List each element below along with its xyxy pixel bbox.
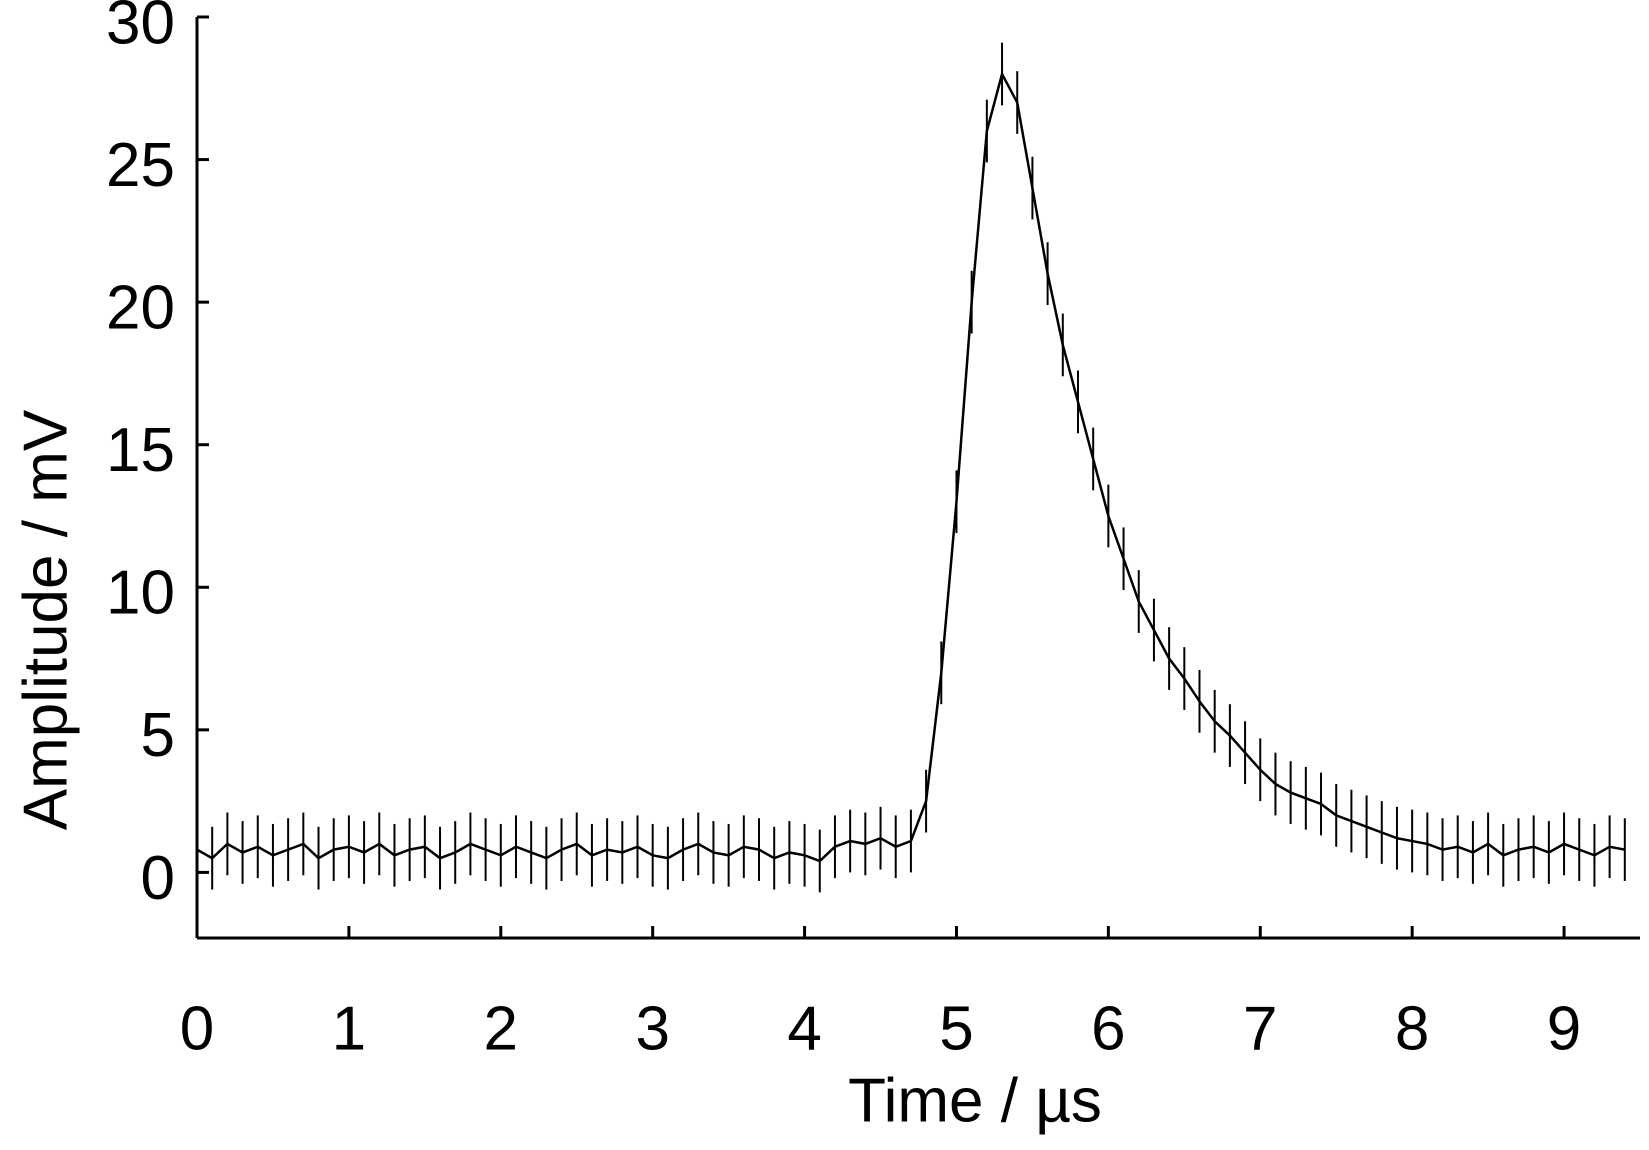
y-tick-label: 15 xyxy=(106,416,175,485)
y-tick-label: 30 xyxy=(106,0,175,57)
data-line xyxy=(196,70,1626,863)
x-axis-label: Time / µs xyxy=(848,1066,1102,1135)
y-tick-label: 0 xyxy=(141,844,175,913)
y-tick-label: 5 xyxy=(141,701,175,770)
y-tick-label: 10 xyxy=(106,559,175,628)
x-tick-label: 9 xyxy=(1547,994,1581,1063)
x-tick-label: 6 xyxy=(1091,994,1125,1063)
x-tick-label: 8 xyxy=(1395,994,1429,1063)
x-tick-label: 5 xyxy=(939,994,973,1063)
y-tick-label: 20 xyxy=(106,274,175,343)
y-tick-label: 25 xyxy=(106,131,175,200)
x-tick-label: 7 xyxy=(1243,994,1277,1063)
y-axis-label: Amplitude / mV xyxy=(11,409,80,830)
x-tick-label: 0 xyxy=(180,994,214,1063)
x-tick-label: 4 xyxy=(787,994,821,1063)
x-tick-label: 2 xyxy=(484,994,518,1063)
x-tick-label: 3 xyxy=(635,994,669,1063)
x-tick-label: 1 xyxy=(332,994,366,1063)
